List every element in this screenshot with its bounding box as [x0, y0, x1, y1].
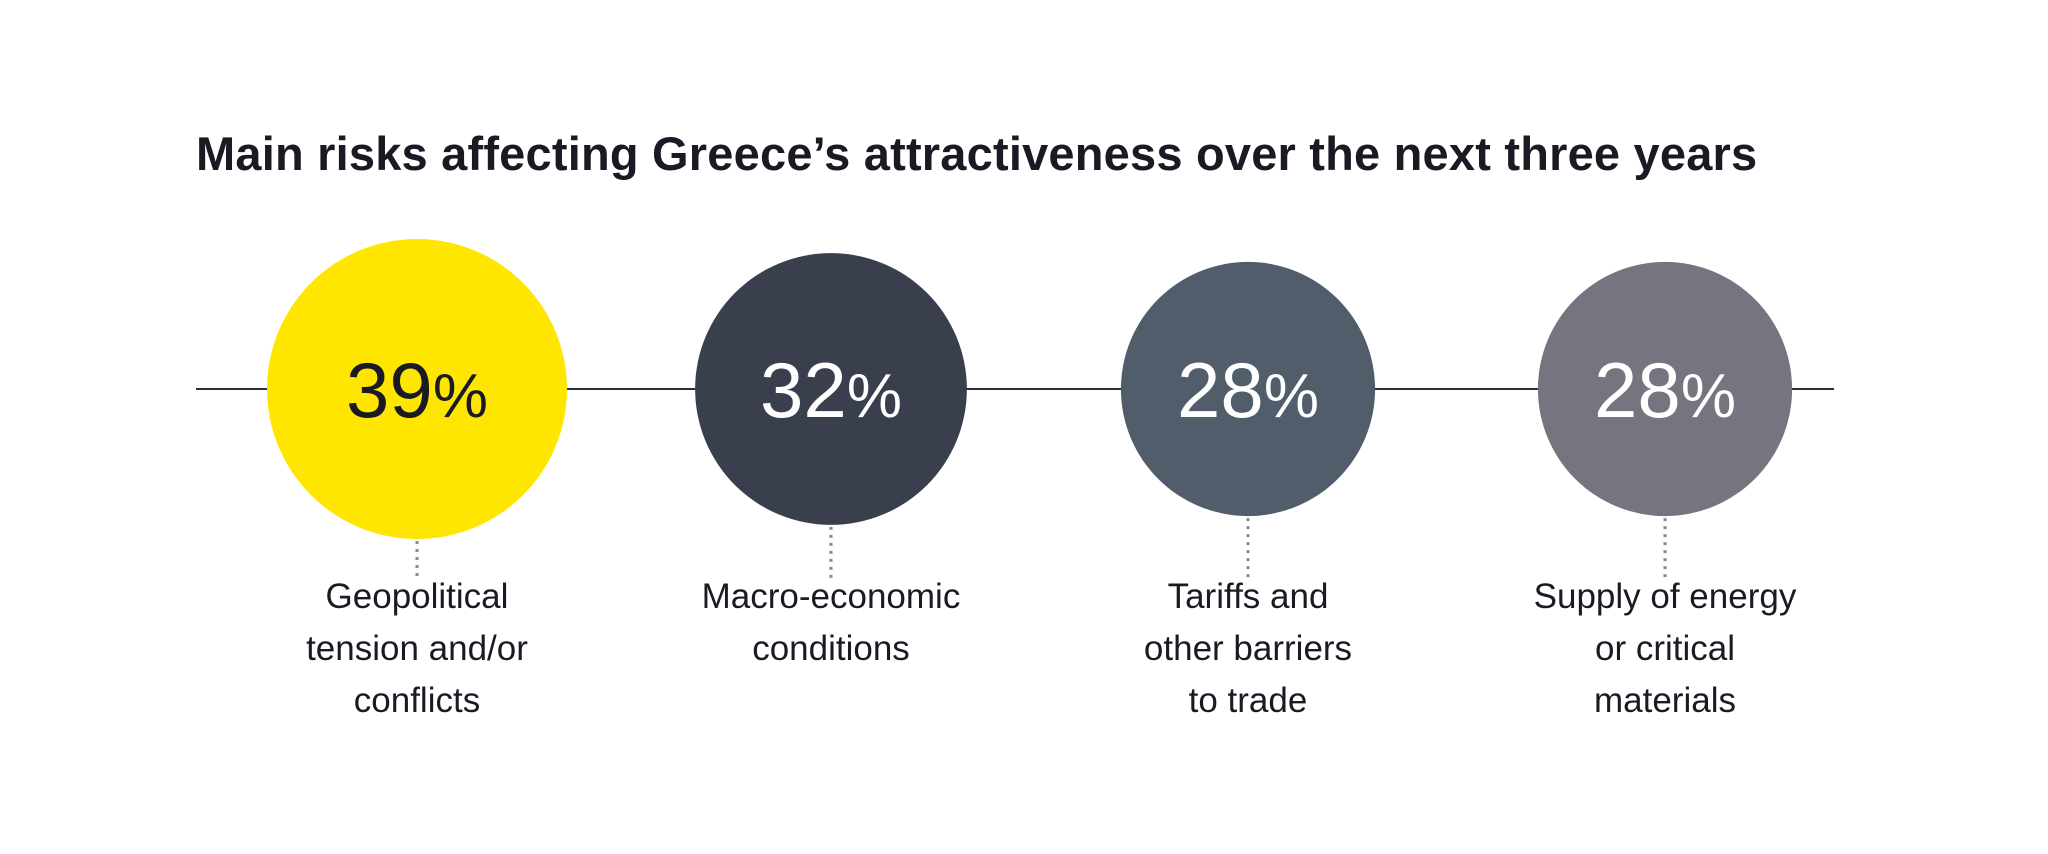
category-label: Supply of energy or critical materials: [1534, 577, 1797, 720]
bubble-item: 28% Supply of energy or critical materials: [1534, 261, 1797, 720]
bubble-value-label: 32%: [760, 346, 902, 434]
chart-title: Main risks affecting Greece’s attractive…: [196, 127, 1758, 180]
category-label: Macro-economic conditions: [702, 577, 961, 668]
category-label: Geopolitical tension and/or conflicts: [306, 577, 528, 720]
bubble-value-label: 28%: [1177, 346, 1319, 434]
bubble-value-label: 28%: [1594, 346, 1736, 434]
bubble-item: 28% Tariffs and other barriers to trade: [1120, 261, 1376, 720]
bubble-item: 39% Geopolitical tension and/or conflicts: [267, 239, 567, 720]
bubble-circle: [1120, 261, 1376, 517]
category-label: Tariffs and other barriers to trade: [1144, 577, 1352, 720]
bubble-circle: [695, 253, 967, 525]
bubble-item: 32% Macro-economic conditions: [695, 253, 967, 668]
bubble-circle: [267, 239, 567, 539]
bubble-value-label: 39%: [346, 346, 488, 434]
bubble-circle: [1537, 261, 1793, 517]
